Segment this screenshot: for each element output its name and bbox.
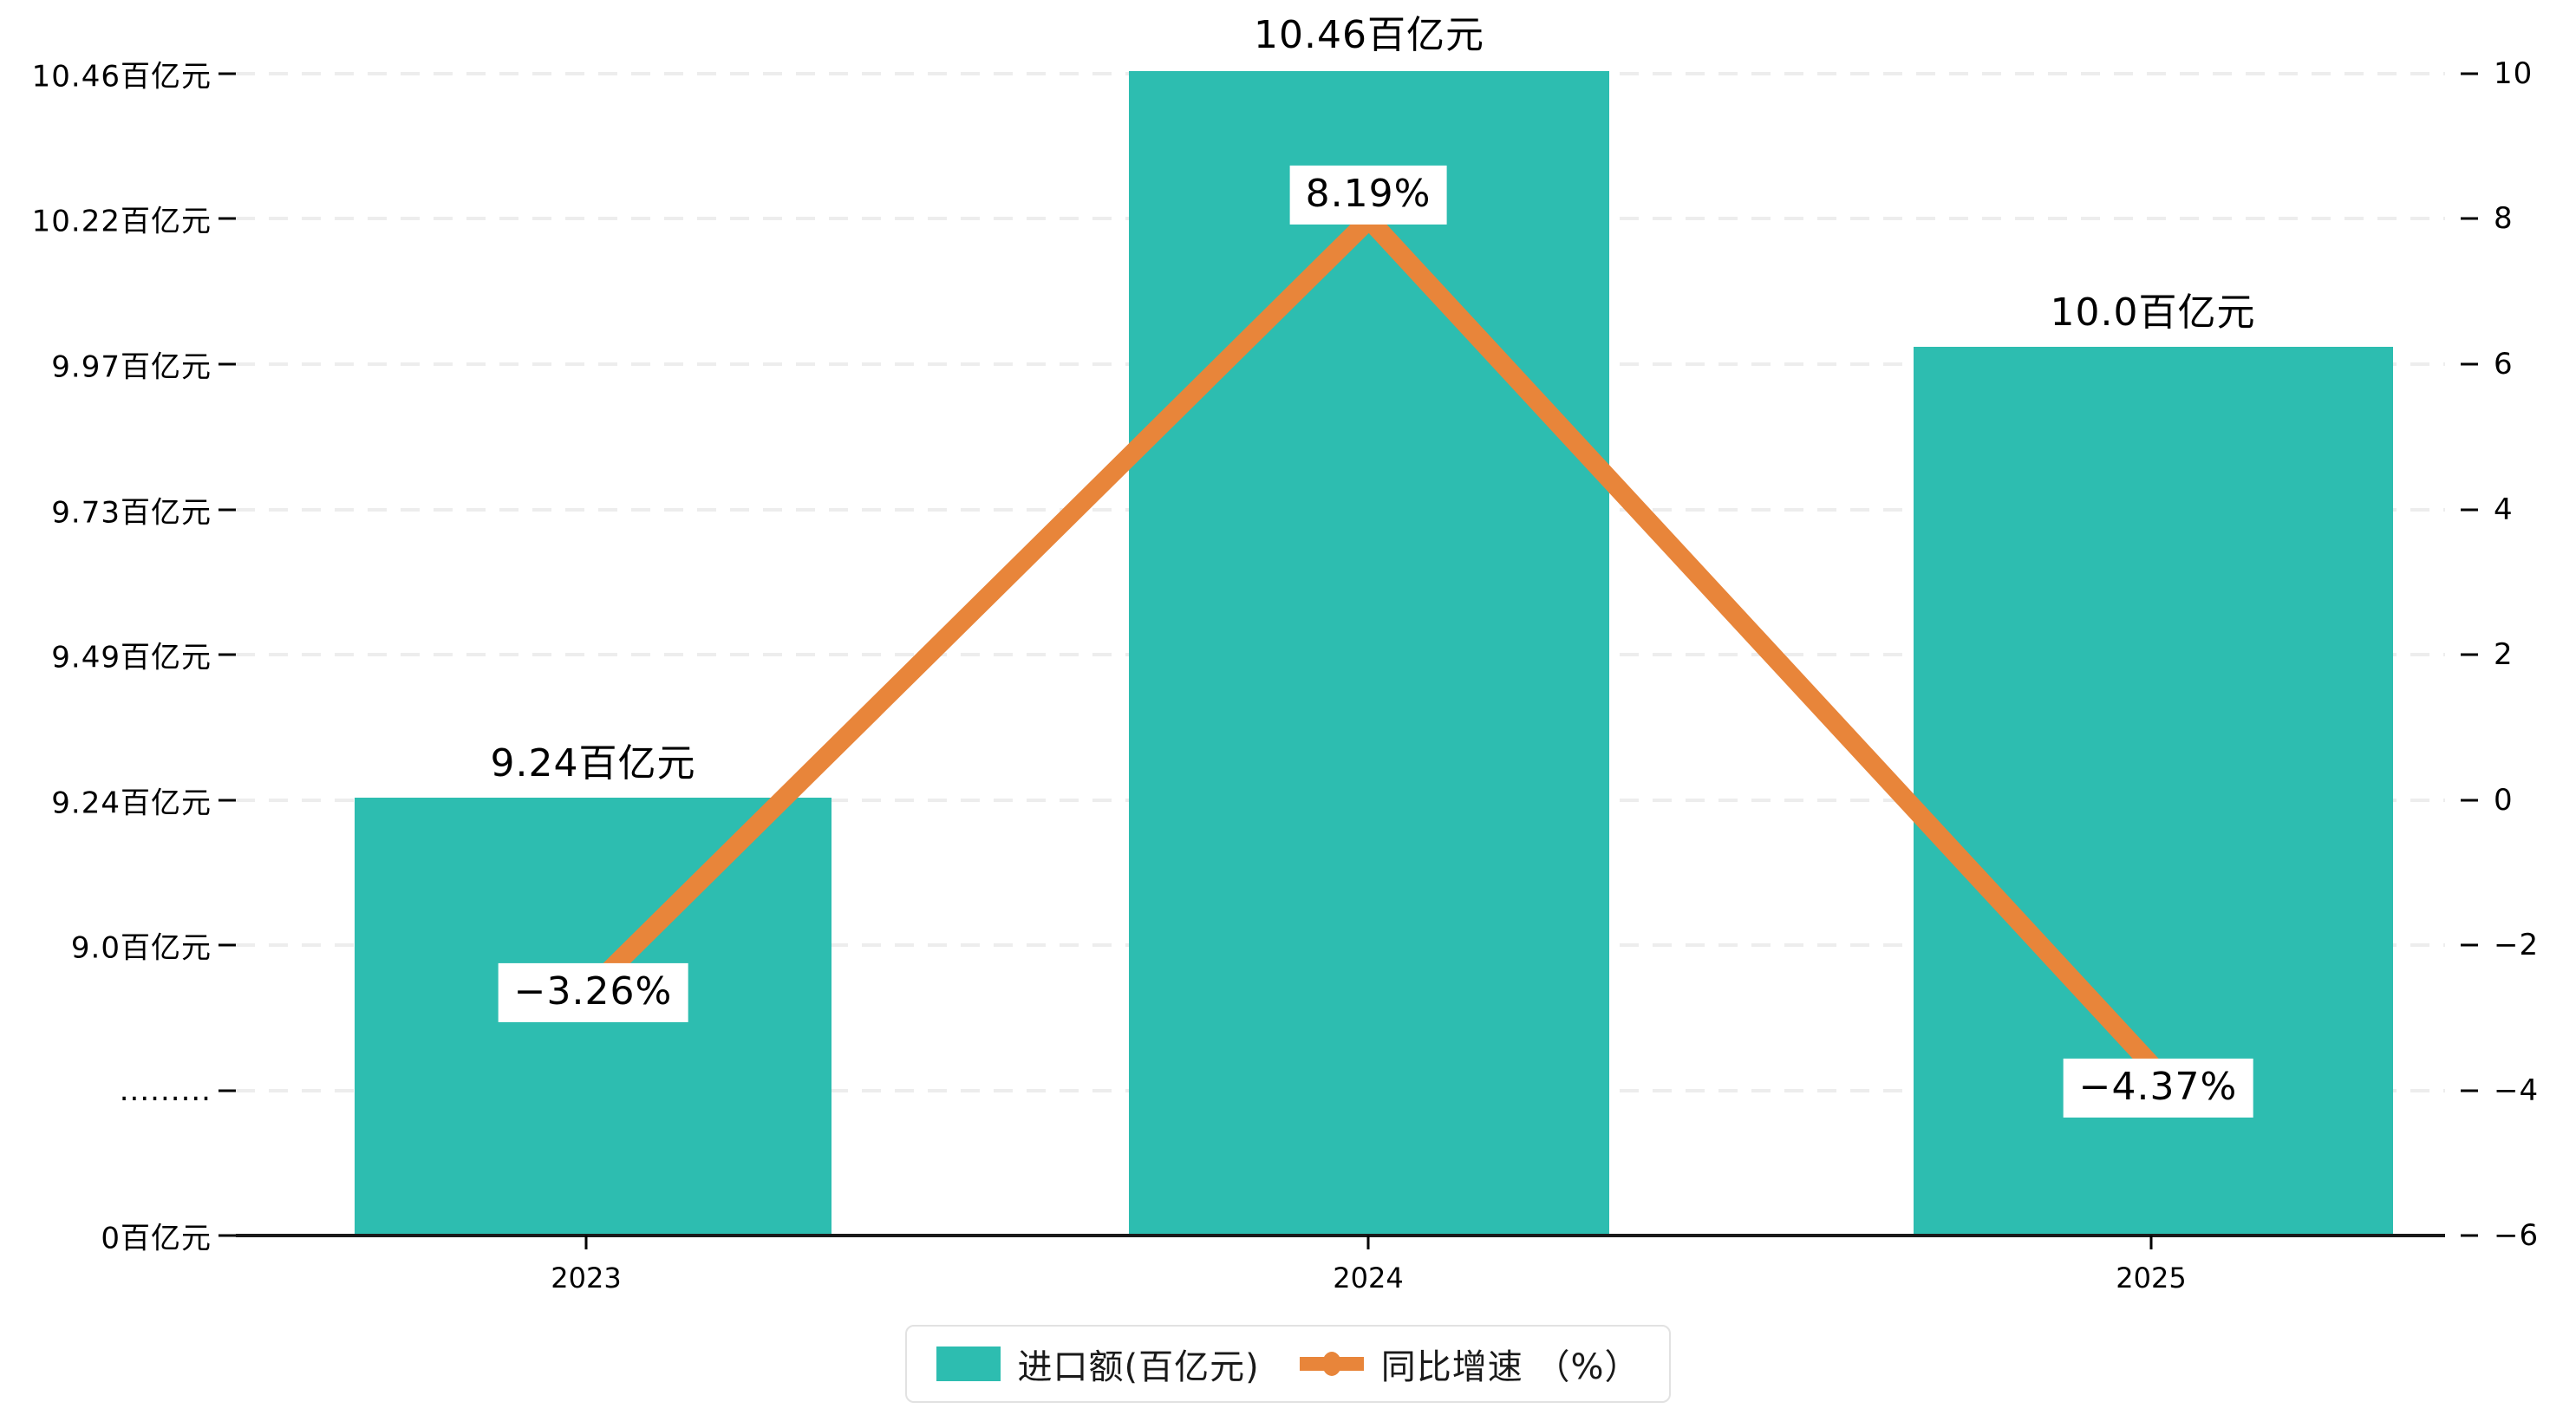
- bar-value-label: 10.0百亿元: [2036, 284, 2270, 344]
- y-axis-right-tick-mark: [2461, 799, 2478, 802]
- bar-value-label: 9.24百亿元: [476, 735, 710, 795]
- y-axis-left-tick-mark: [218, 508, 236, 512]
- legend-item-label: 同比增速 （%）: [1380, 1347, 1640, 1387]
- y-axis-right-tick-mark: [2461, 1234, 2478, 1237]
- y-axis-right-tick-mark: [2461, 217, 2478, 220]
- y-axis-right-tick-mark: [2461, 508, 2478, 512]
- y-axis-right-tick-label: −6: [2494, 1218, 2540, 1253]
- y-axis-left-tick-label: 9.73百亿元: [51, 495, 212, 531]
- y-axis-left-tick-mark: [218, 799, 236, 802]
- y-axis-left-tick-label: 10.46百亿元: [31, 59, 212, 95]
- growth-value-label: 8.19%: [1289, 165, 1447, 225]
- y-axis-right-tick-mark: [2461, 1089, 2478, 1092]
- y-axis-left-tick-label: 9.24百亿元: [51, 786, 212, 821]
- y-axis-left-tick-label: 10.22百亿元: [31, 204, 212, 239]
- y-axis-right-tick-mark: [2461, 653, 2478, 656]
- y-axis-left-tick-mark: [218, 72, 236, 75]
- y-axis-right-tick-mark: [2461, 362, 2478, 366]
- y-axis-left-tick-mark: [218, 1234, 236, 1237]
- y-axis-right-tick-label: 6: [2494, 347, 2514, 381]
- legend-item-label: 进口额(百亿元): [1017, 1347, 1260, 1387]
- y-axis-left-tick-label: 9.97百亿元: [51, 349, 212, 385]
- legend-item-2[interactable]: 同比增速 （%）: [1299, 1339, 1640, 1389]
- x-axis-tick-mark: [584, 1236, 588, 1249]
- x-axis-baseline: [236, 1234, 2445, 1237]
- x-axis-tick-label-2024: 2024: [1333, 1262, 1404, 1294]
- y-axis-right-tick-label: 4: [2494, 492, 2514, 527]
- y-axis-right-tick-label: 2: [2494, 637, 2514, 672]
- bar-value-label: 10.46百亿元: [1240, 7, 1498, 67]
- y-axis-left-tick-label: 9.49百亿元: [51, 640, 212, 675]
- growth-value-label: −3.26%: [498, 962, 688, 1023]
- y-axis-left-tick-mark: [218, 1089, 236, 1092]
- legend-bar-swatch-icon: [936, 1347, 1001, 1381]
- y-axis-right-tick-mark: [2461, 72, 2478, 75]
- y-axis-left-tick-mark: [218, 217, 236, 220]
- y-axis-left-tick-label: 9.0百亿元: [70, 930, 212, 966]
- legend-line-swatch-icon: [1299, 1347, 1364, 1381]
- x-axis-tick-label-2025: 2025: [2116, 1262, 2187, 1294]
- legend-line-marker: [1321, 1352, 1341, 1376]
- y-axis-right-tick-mark: [2461, 943, 2478, 947]
- y-axis-right-tick-label: −2: [2494, 928, 2540, 962]
- y-axis-left-tick-label: 0百亿元: [101, 1221, 212, 1256]
- y-axis-left-tick-mark: [218, 943, 236, 947]
- x-axis-tick-mark: [1366, 1236, 1370, 1249]
- y-axis-right-tick-label: −4: [2494, 1073, 2540, 1108]
- x-axis-tick-mark: [2149, 1236, 2153, 1249]
- y-axis-left-tick-mark: [218, 362, 236, 366]
- x-axis-tick-label-2023: 2023: [551, 1262, 622, 1294]
- y-axis-right-tick-label: 0: [2494, 783, 2514, 818]
- y-axis-right-tick-label: 10: [2494, 56, 2534, 91]
- chart-legend[interactable]: 进口额(百亿元) 同比增速 （%）: [904, 1325, 1672, 1403]
- y-axis-right-tick-label: 8: [2494, 201, 2514, 236]
- y-axis-left-tick-label: .........: [119, 1073, 212, 1108]
- bar-2024[interactable]: [1129, 71, 1609, 1236]
- legend-item-1[interactable]: 进口额(百亿元): [936, 1339, 1260, 1389]
- growth-value-label: −4.37%: [2063, 1058, 2253, 1118]
- y-axis-left-tick-mark: [218, 653, 236, 656]
